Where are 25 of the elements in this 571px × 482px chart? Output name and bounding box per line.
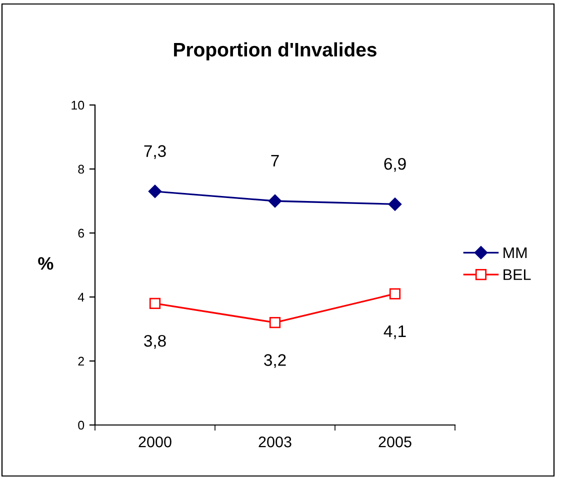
data-label: 7 bbox=[271, 154, 279, 166]
y-tick-label: 0 bbox=[78, 420, 84, 430]
legend-label: MM bbox=[504, 248, 527, 258]
y-tick-label: 2 bbox=[78, 356, 84, 366]
y-axis-title: % bbox=[38, 257, 54, 270]
data-label: 6,9 bbox=[384, 158, 406, 172]
data-label: 4,1 bbox=[384, 326, 406, 340]
x-tick-label: 2005 bbox=[378, 436, 412, 448]
point bbox=[268, 194, 282, 208]
data-label: 3,2 bbox=[264, 354, 286, 368]
point bbox=[389, 288, 401, 300]
y-tick-label: 8 bbox=[78, 164, 84, 174]
point bbox=[148, 184, 162, 198]
legend-label: BEL bbox=[504, 269, 531, 280]
data-label: 3,8 bbox=[144, 334, 166, 349]
x-tick-label: 2000 bbox=[138, 436, 172, 448]
point bbox=[269, 317, 281, 328]
y-tick-label: 4 bbox=[78, 292, 84, 302]
y-tick-label: 10 bbox=[72, 100, 84, 110]
chart-title: Proportion d'Invalides bbox=[174, 42, 376, 60]
data-label: 7,3 bbox=[144, 145, 166, 159]
x-tick-label: 2003 bbox=[258, 436, 292, 448]
point bbox=[149, 298, 161, 309]
y-tick-label: 6 bbox=[78, 228, 84, 238]
point bbox=[388, 198, 402, 211]
